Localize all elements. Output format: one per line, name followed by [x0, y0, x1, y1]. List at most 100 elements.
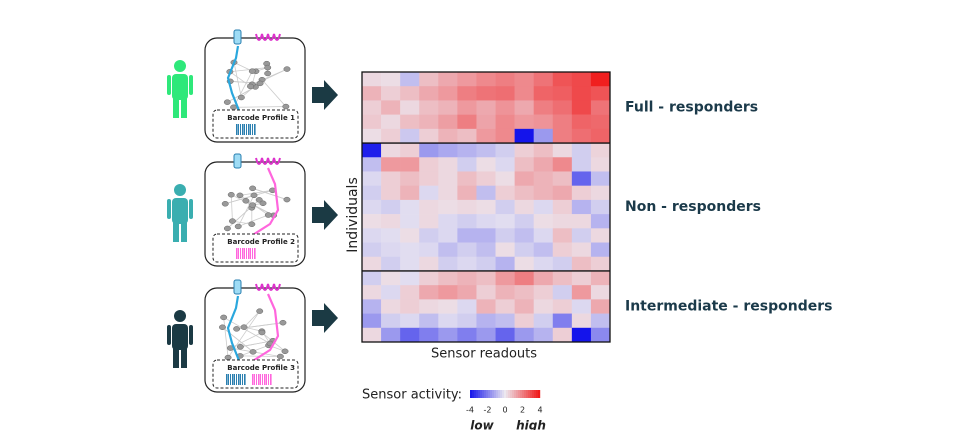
heatmap-cell [590, 270, 611, 286]
heatmap-cell [476, 228, 496, 243]
heatmap-cell [571, 214, 592, 229]
colorbar-swatch [492, 390, 495, 398]
colorbar-swatch [514, 390, 517, 398]
colorbar-swatch [472, 390, 475, 398]
heatmap-cell [533, 299, 554, 314]
barcode-bar [244, 374, 246, 385]
heatmap-cell [381, 199, 401, 215]
network-edge [233, 62, 242, 98]
heatmap-cell [514, 270, 534, 286]
colorbar-swatch [498, 390, 501, 398]
colorbar-title: Sensor activity: [362, 388, 462, 403]
panel: Barcode Profile 1 [167, 29, 338, 143]
heatmap-cell [590, 285, 611, 300]
heatmap-cell [381, 157, 401, 172]
heatmap-cell [533, 270, 554, 286]
heatmap-cell [533, 199, 554, 215]
group-label: Full - responders [625, 100, 758, 116]
heatmap-cell [514, 242, 534, 258]
barcode-bar [258, 374, 260, 385]
barcode-bar [236, 248, 238, 259]
colorbar-tick-label: -2 [484, 406, 492, 415]
heatmap-cell [571, 285, 592, 300]
heatmap-cell [514, 228, 534, 243]
colorbar-swatch [536, 390, 539, 398]
heatmap-cell [381, 143, 401, 158]
network-node [223, 99, 231, 105]
heatmap-cell [419, 313, 439, 329]
heatmap-cell [400, 256, 420, 272]
heatmap-cell [590, 185, 611, 201]
sensor [233, 29, 242, 45]
heatmap-cell [552, 299, 573, 314]
heatmap-cell [381, 214, 401, 229]
heatmap-cell [438, 114, 458, 130]
network-edge [233, 70, 253, 108]
person-arm [167, 199, 171, 219]
barcode-bar [238, 124, 239, 135]
colorbar-swatch [474, 390, 477, 398]
heatmap-cell [533, 214, 554, 229]
heatmap-cell [476, 114, 496, 130]
heatmap-cell [571, 270, 592, 286]
network-node [223, 225, 231, 232]
heatmap-cell [571, 256, 592, 272]
heatmap-cell [514, 171, 534, 186]
colorbar-swatch [530, 390, 533, 398]
network-edge [243, 310, 260, 328]
network-node [248, 221, 256, 227]
heatmap-cell [514, 214, 534, 229]
heatmap-cell [381, 86, 401, 101]
heatmap-cell [400, 214, 420, 229]
heatmap-cell [419, 199, 439, 215]
heatmap-cell [381, 100, 401, 115]
colorbar-swatch [526, 390, 529, 398]
network-node [283, 196, 291, 203]
person-head [174, 310, 186, 322]
heatmap-cell [590, 299, 611, 314]
heatmap-cell [514, 285, 534, 300]
colorbar-swatch [476, 390, 479, 398]
colorbar-swatch [522, 390, 525, 398]
colorbar-tick-label: 0 [502, 406, 507, 415]
colorbar-swatch [486, 390, 489, 398]
person-arm [189, 325, 193, 345]
heatmap-cell [438, 327, 458, 343]
heatmap-cell [552, 171, 573, 186]
heatmap-cell [552, 242, 573, 258]
barcode-bar [248, 248, 250, 259]
heatmap-cell [552, 214, 573, 229]
network-node [233, 326, 241, 332]
barcode-bar [264, 374, 266, 385]
heatmap-cell [419, 114, 439, 130]
heatmap-cell [590, 143, 611, 158]
heatmap-cell [590, 171, 611, 186]
person-body [172, 198, 188, 224]
heatmap-cell [457, 72, 477, 87]
heatmap-cell [419, 185, 439, 201]
heatmap-cell [495, 228, 515, 243]
heatmap-cell [438, 214, 458, 229]
heatmap-cell [400, 114, 420, 130]
person-body [172, 324, 188, 350]
heatmap-cell [495, 270, 515, 286]
heatmap-cell [495, 256, 515, 272]
barcode-bar [242, 248, 244, 259]
heatmap-cell [552, 86, 573, 101]
heatmap-cell [533, 327, 554, 343]
heatmap-cell [571, 86, 592, 101]
heatmap-cell [552, 157, 573, 172]
barcode-label: Barcode Profile 1 [227, 114, 295, 122]
heatmap-cell [495, 157, 515, 172]
colorbar-swatch [512, 390, 515, 398]
heatmap-cell [552, 285, 573, 300]
heatmap-cell [381, 72, 401, 87]
barcode-bar [252, 374, 254, 385]
heatmap-cell [571, 72, 592, 87]
heatmap-cell [457, 114, 477, 130]
heatmap-cell [438, 313, 458, 329]
barcode-bar [250, 248, 251, 259]
colorbar-low: low [470, 419, 494, 430]
heatmap-cell [400, 143, 420, 158]
heatmap-cell [362, 100, 382, 115]
